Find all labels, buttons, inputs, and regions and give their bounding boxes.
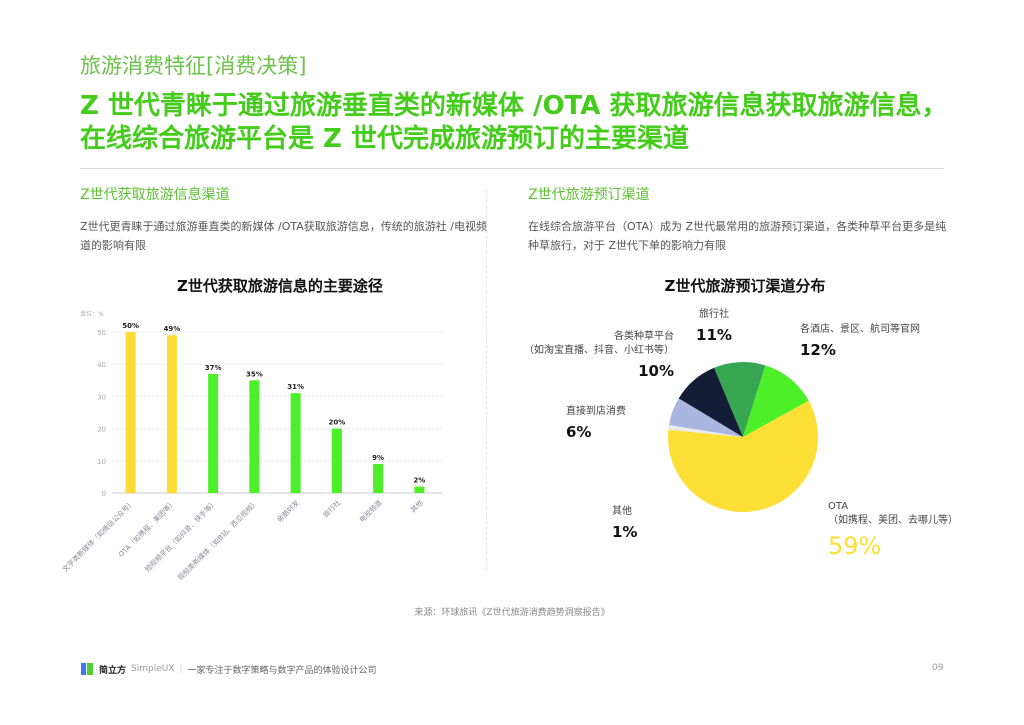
headline: Z 世代青睐于通过旅游垂直类的新媒体 /OTA 获取旅游信息获取旅游信息，在线综…: [80, 91, 948, 154]
data-label: 20%: [328, 419, 345, 427]
slice-name: 其他: [612, 506, 632, 517]
pie-slice: [668, 425, 743, 437]
bar-chart-title: Z世代获取旅游信息的主要途径: [177, 277, 383, 295]
source-note: 来源：环球旅讯《Z世代旅游消费趋势洞察报告》: [414, 608, 610, 618]
y-tick-label: 30: [97, 393, 106, 401]
slice-sub: （如携程、美团、去哪儿等）: [828, 515, 958, 526]
y-tick-label: 50: [97, 329, 106, 337]
right-description: 在线综合旅游平台（OTA）成为 Z世代最常用的旅游预订渠道，各类种草平台更多是纯…: [528, 220, 947, 252]
pie-slice: [667, 400, 818, 512]
slice-name: 旅行社: [699, 309, 729, 320]
tagline: 一家专注于数字策略与数字产品的体验设计公司: [187, 665, 377, 676]
slice-value: 11%: [696, 326, 732, 344]
pie-label: 各酒店、景区、航司等官网 12%: [800, 323, 920, 359]
brand-en: SimpleUX: [131, 664, 175, 674]
bar: [208, 373, 219, 493]
slice-name: OTA: [828, 501, 849, 512]
y-tick-label: 20: [97, 426, 106, 434]
slice-name: 各酒店、景区、航司等官网: [800, 324, 920, 335]
left-section-title: Z世代获取旅游信息渠道: [80, 187, 230, 203]
bar: [373, 464, 384, 493]
slice-value: 10%: [638, 362, 674, 380]
slice-name: 各类种草平台: [614, 331, 674, 342]
bar: [331, 428, 342, 493]
pie-slice: [714, 362, 766, 437]
slice-value: 12%: [800, 341, 836, 359]
logo-icon: [81, 663, 93, 675]
bar: [166, 335, 177, 493]
pie-slice: [668, 398, 743, 437]
data-label: 9%: [372, 454, 384, 462]
bar: [125, 332, 136, 493]
slice-value: 59%: [828, 532, 882, 560]
data-label: 31%: [287, 383, 304, 391]
y-tick-label: 0: [102, 490, 106, 498]
unit-label: 单位：%: [80, 310, 104, 318]
pie-label: 旅行社 11%: [684, 308, 744, 344]
left-description: Z世代更青睐于通过旅游垂直类的新媒体 /OTA获取旅游信息，传统的旅游社 /电视…: [80, 220, 487, 252]
divider: [80, 168, 944, 169]
pie-label: OTA （如携程、美团、去哪儿等） 59%: [828, 500, 958, 560]
bar: [414, 486, 425, 493]
bar: [290, 393, 301, 493]
separator: |: [179, 664, 183, 674]
pie-chart-title: Z世代旅游预订渠道分布: [664, 277, 826, 295]
slice-value: 1%: [612, 523, 638, 541]
pie-label: 其他 1%: [612, 505, 637, 541]
data-label: 35%: [246, 370, 263, 378]
slice-value: 6%: [566, 423, 592, 441]
y-tick-label: 40: [97, 361, 106, 369]
right-section-title: Z世代旅游预订渠道: [528, 187, 650, 203]
footer: 简立方 SimpleUX | 一家专注于数字策略与数字产品的体验设计公司: [80, 662, 377, 676]
pie-label: 直接到店消费 6%: [566, 405, 626, 441]
bar: [249, 380, 260, 493]
pie-slice: [743, 365, 809, 437]
brand-name: 简立方: [99, 665, 127, 676]
column-divider: [486, 190, 487, 570]
data-label: 2%: [413, 477, 425, 485]
data-label: 49%: [163, 325, 180, 333]
slice-sub: （如淘宝直播、抖音、小红书等）: [524, 345, 674, 356]
data-label: 50%: [122, 322, 139, 330]
kicker: 旅游消费特征[消费决策]: [80, 54, 307, 78]
pie-label: 各类种草平台 （如淘宝直播、抖音、小红书等） 10%: [524, 330, 674, 380]
data-label: 37%: [205, 364, 222, 372]
page-number: 09: [932, 663, 944, 673]
pie-slice: [678, 367, 743, 437]
y-tick-label: 10: [97, 458, 106, 466]
slice-name: 直接到店消费: [566, 406, 626, 417]
